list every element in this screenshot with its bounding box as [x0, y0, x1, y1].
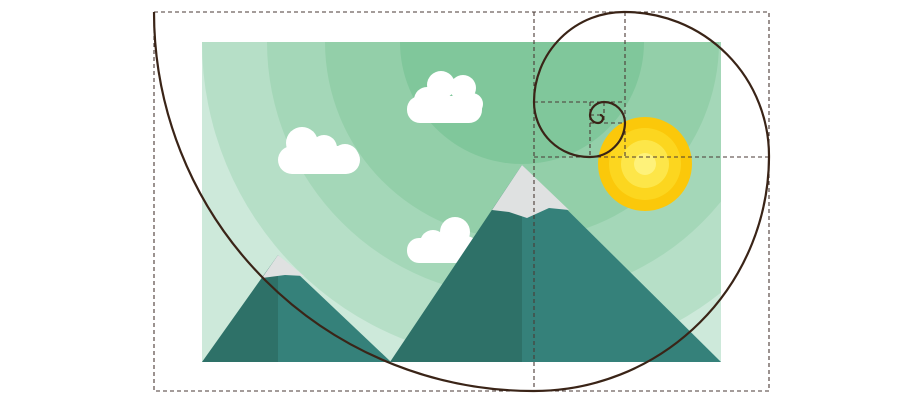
mountain-large-face: [522, 165, 721, 362]
sun: [598, 117, 692, 211]
mountain-small-face: [278, 255, 391, 362]
mountain-small-snow: [262, 255, 304, 278]
cloud-top: [407, 71, 483, 123]
cloud-left: [278, 127, 360, 174]
mountain-large-snow: [492, 165, 569, 218]
golden-spiral: [152, 10, 771, 393]
mountain-large: [390, 165, 721, 362]
sun-core: [634, 153, 656, 175]
mountain-small-shadow: [202, 255, 278, 362]
mountain-large-shadow: [390, 165, 522, 362]
sky-ring-5: [400, 42, 644, 164]
background-panel: [202, 42, 721, 362]
mountain-small: [202, 255, 391, 362]
